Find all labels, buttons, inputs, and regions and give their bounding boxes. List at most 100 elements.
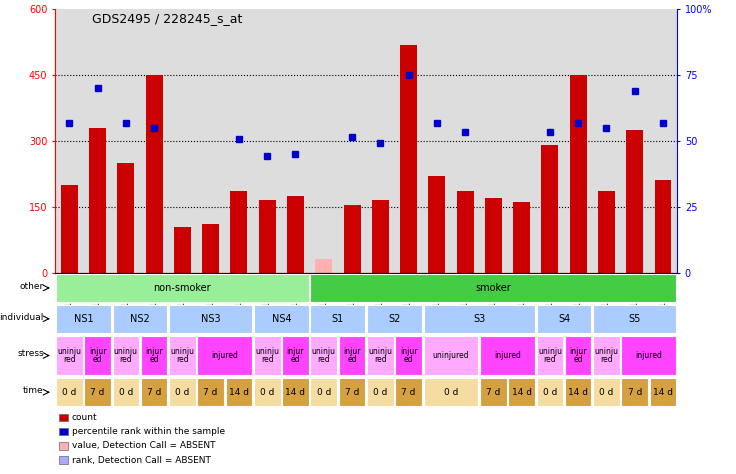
- Bar: [141, 378, 167, 406]
- Text: 0 d: 0 d: [444, 388, 458, 397]
- Bar: [141, 336, 167, 375]
- Bar: [400, 45, 417, 273]
- Bar: [367, 378, 394, 406]
- Text: 0 d: 0 d: [542, 388, 557, 397]
- Bar: [169, 378, 196, 406]
- Bar: [456, 191, 473, 273]
- Bar: [174, 227, 191, 273]
- Text: 7 d: 7 d: [147, 388, 161, 397]
- Bar: [254, 305, 309, 333]
- Bar: [89, 128, 106, 273]
- Bar: [226, 378, 252, 406]
- Text: uninju
red: uninju red: [57, 347, 82, 364]
- Text: 0 d: 0 d: [373, 388, 387, 397]
- Bar: [117, 163, 135, 273]
- Text: injur
ed: injur ed: [400, 347, 417, 364]
- Bar: [537, 378, 563, 406]
- Bar: [311, 378, 337, 406]
- Text: injur
ed: injur ed: [146, 347, 163, 364]
- Bar: [395, 336, 422, 375]
- Bar: [61, 185, 78, 273]
- Text: S5: S5: [629, 314, 641, 324]
- Bar: [85, 378, 111, 406]
- Text: 0 d: 0 d: [599, 388, 614, 397]
- Bar: [428, 176, 445, 273]
- Bar: [565, 378, 592, 406]
- Text: injured: injured: [211, 351, 238, 360]
- Text: NS2: NS2: [130, 314, 150, 324]
- Text: smoker: smoker: [475, 283, 512, 293]
- Text: stress: stress: [17, 349, 43, 358]
- Bar: [56, 336, 82, 375]
- Bar: [339, 336, 365, 375]
- Text: injur
ed: injur ed: [570, 347, 587, 364]
- Text: injur
ed: injur ed: [89, 347, 107, 364]
- Text: injur
ed: injur ed: [343, 347, 361, 364]
- Text: 7 d: 7 d: [628, 388, 642, 397]
- Bar: [59, 414, 68, 421]
- Bar: [621, 336, 676, 375]
- Text: 7 d: 7 d: [345, 388, 359, 397]
- Bar: [513, 202, 530, 273]
- Bar: [598, 191, 615, 273]
- Bar: [197, 336, 252, 375]
- Bar: [113, 305, 167, 333]
- Bar: [56, 305, 111, 333]
- Bar: [197, 378, 224, 406]
- Text: percentile rank within the sample: percentile rank within the sample: [72, 427, 225, 436]
- Bar: [113, 336, 139, 375]
- Bar: [480, 336, 535, 375]
- Bar: [282, 378, 309, 406]
- Bar: [56, 378, 82, 406]
- Bar: [372, 200, 389, 273]
- Text: uninju
red: uninju red: [368, 347, 392, 364]
- Bar: [59, 428, 68, 435]
- Bar: [423, 378, 478, 406]
- Bar: [59, 456, 68, 464]
- Bar: [113, 378, 139, 406]
- Text: injured: injured: [635, 351, 662, 360]
- Text: individual: individual: [0, 313, 43, 322]
- Bar: [259, 200, 276, 273]
- Text: 14 d: 14 d: [653, 388, 673, 397]
- Bar: [593, 336, 620, 375]
- Bar: [59, 442, 68, 449]
- Text: 7 d: 7 d: [91, 388, 105, 397]
- Bar: [395, 378, 422, 406]
- Text: uninju
red: uninju red: [538, 347, 562, 364]
- Bar: [565, 336, 592, 375]
- Bar: [367, 305, 422, 333]
- Bar: [85, 336, 111, 375]
- Text: 0 d: 0 d: [316, 388, 331, 397]
- Text: 0 d: 0 d: [175, 388, 190, 397]
- Text: 7 d: 7 d: [486, 388, 500, 397]
- Bar: [485, 198, 502, 273]
- Text: NS3: NS3: [201, 314, 221, 324]
- Bar: [621, 378, 648, 406]
- Text: 7 d: 7 d: [203, 388, 218, 397]
- Bar: [423, 305, 535, 333]
- Bar: [230, 191, 247, 273]
- Text: count: count: [72, 413, 98, 422]
- Bar: [537, 305, 592, 333]
- Bar: [146, 75, 163, 273]
- Text: S3: S3: [473, 314, 485, 324]
- Bar: [509, 378, 535, 406]
- Text: NS1: NS1: [74, 314, 93, 324]
- Text: uninju
red: uninju red: [114, 347, 138, 364]
- Text: 14 d: 14 d: [568, 388, 588, 397]
- Text: NS4: NS4: [272, 314, 291, 324]
- Bar: [202, 224, 219, 273]
- Text: 0 d: 0 d: [260, 388, 275, 397]
- Bar: [593, 305, 676, 333]
- Bar: [367, 336, 394, 375]
- Text: GDS2495 / 228245_s_at: GDS2495 / 228245_s_at: [92, 12, 242, 25]
- Bar: [311, 274, 676, 302]
- Bar: [480, 378, 506, 406]
- Bar: [282, 336, 309, 375]
- Text: rank, Detection Call = ABSENT: rank, Detection Call = ABSENT: [72, 456, 211, 465]
- Bar: [593, 378, 620, 406]
- Bar: [56, 274, 309, 302]
- Bar: [254, 336, 280, 375]
- Bar: [650, 378, 676, 406]
